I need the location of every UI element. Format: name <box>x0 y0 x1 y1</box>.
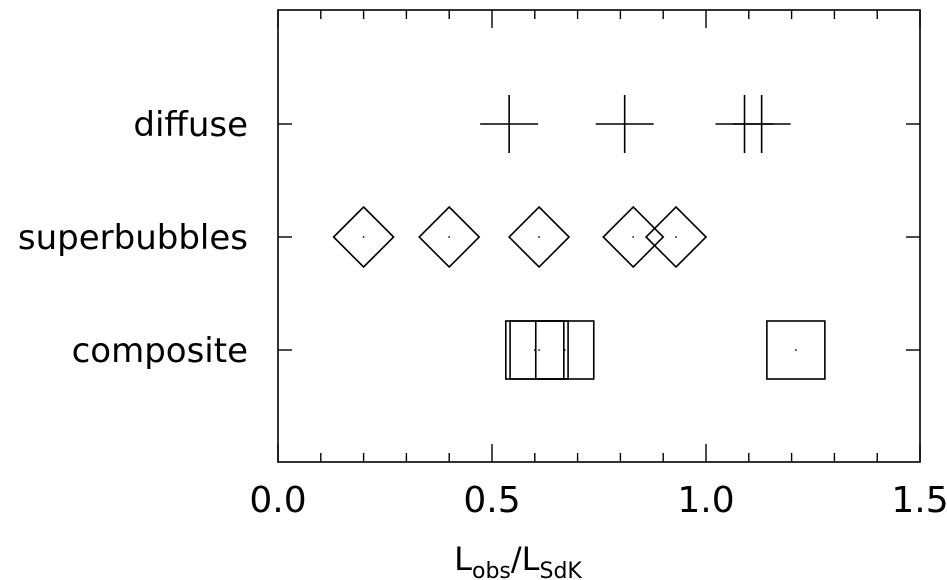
x-tick-label: 0.0 <box>249 480 306 521</box>
diffuse-point <box>595 95 654 153</box>
diffuse-point <box>480 95 539 153</box>
x-tick-label: 0.5 <box>463 480 520 521</box>
x-tick-label: 1.5 <box>891 480 947 521</box>
category-label-composite: composite <box>72 331 248 371</box>
composite-point <box>534 320 595 380</box>
x-tick-label: 1.0 <box>677 480 734 521</box>
y-axis-ticks <box>278 123 920 351</box>
superbubble-point <box>644 205 708 269</box>
superbubble-point <box>507 205 571 269</box>
composite-point <box>766 320 826 380</box>
composite-point <box>504 320 565 380</box>
data-markers <box>332 95 826 380</box>
composite-point <box>509 320 569 380</box>
superbubble-point <box>602 205 665 269</box>
diffuse-point <box>732 95 791 153</box>
plot-frame <box>277 9 921 463</box>
category-label-superbubbles: superbubbles <box>18 218 248 258</box>
superbubble-point <box>332 205 395 269</box>
x-axis-ticks <box>277 10 921 462</box>
superbubble-point <box>418 205 481 269</box>
x-tick-labels: 0.0 0.5 1.0 1.5 <box>249 480 947 521</box>
category-labels: composite superbubbles diffuse <box>18 105 248 371</box>
category-label-diffuse: diffuse <box>133 105 248 145</box>
x-axis-label: Lobs/LSdK <box>454 540 582 580</box>
